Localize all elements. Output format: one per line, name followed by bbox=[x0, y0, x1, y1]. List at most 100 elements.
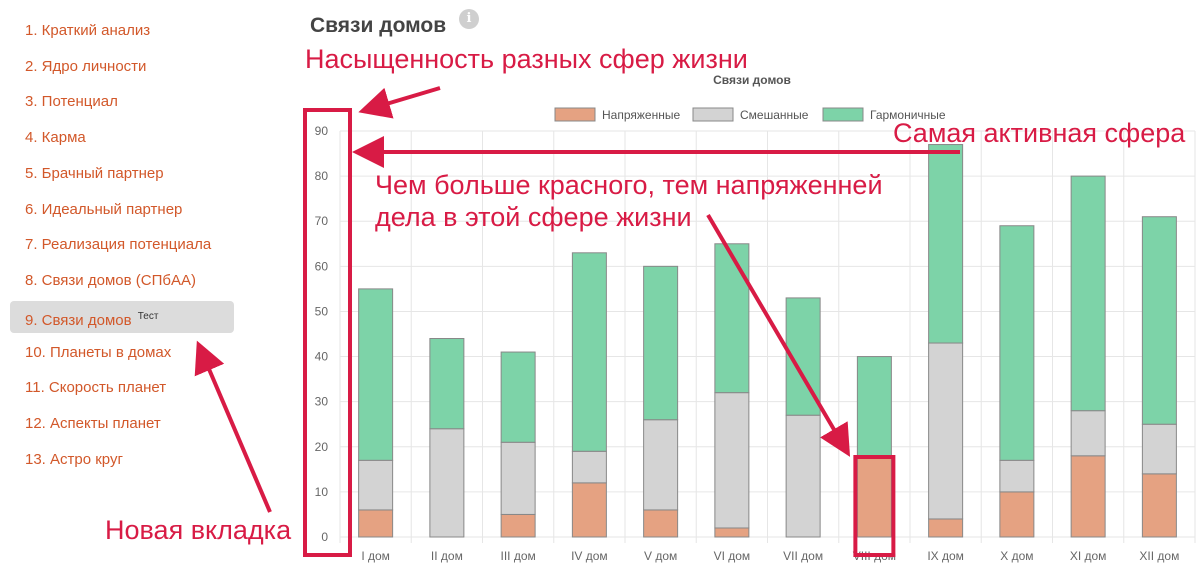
y-tick-label: 80 bbox=[315, 169, 329, 183]
y-tick-label: 70 bbox=[315, 214, 329, 228]
legend-label: Гармоничные bbox=[870, 108, 946, 122]
bar-segment bbox=[928, 518, 964, 538]
sidebar-item-planets-in-houses[interactable]: 10. Планеты в домах bbox=[10, 337, 234, 369]
sidebar-item-brief-analysis[interactable]: 1. Краткий анализ bbox=[10, 15, 234, 47]
sidebar-item-house-links-spbaa[interactable]: 8. Связи домов (СПбАА) bbox=[10, 265, 234, 297]
sidebar-item-label: 11. Скорость планет bbox=[25, 379, 167, 396]
chart-title: Связи домов bbox=[713, 73, 791, 87]
bar-segment bbox=[429, 428, 465, 538]
bar-segment bbox=[1141, 473, 1177, 538]
bar-segment bbox=[643, 265, 679, 421]
bar-segment bbox=[643, 419, 679, 511]
bar-segment bbox=[1141, 423, 1177, 475]
annotation-most-active: Самая активная сфера bbox=[893, 118, 1186, 148]
bar-segment bbox=[714, 392, 750, 529]
bar-segment bbox=[714, 243, 750, 394]
sidebar-item-potential-realization[interactable]: 7. Реализация потенциала bbox=[10, 229, 234, 261]
legend-swatch bbox=[822, 107, 864, 122]
annotation-saturation: Насыщенность разных сфер жизни bbox=[305, 44, 748, 74]
sidebar-item-label: 1. Краткий анализ bbox=[25, 22, 151, 39]
info-icon[interactable]: i bbox=[459, 9, 479, 29]
bar-segment bbox=[999, 491, 1035, 538]
legend-swatch bbox=[692, 107, 734, 122]
legend-swatch bbox=[554, 107, 596, 122]
bar-segment bbox=[571, 450, 607, 484]
sidebar-item-house-links[interactable]: 9. Связи домов Тест bbox=[10, 301, 234, 333]
sidebar-item-label: 13. Астро круг bbox=[25, 451, 123, 468]
bar-segment bbox=[856, 356, 892, 457]
y-tick-label: 60 bbox=[315, 259, 329, 273]
test-badge: Тест bbox=[137, 311, 159, 322]
sidebar-item-ideal-partner[interactable]: 6. Идеальный партнер bbox=[10, 194, 234, 226]
sidebar-item-label: 4. Карма bbox=[25, 129, 86, 146]
bar-segment bbox=[1070, 175, 1106, 412]
sidebar-item-potential[interactable]: 3. Потенциал bbox=[10, 86, 234, 118]
x-tick-label: X дом bbox=[1000, 549, 1033, 563]
sidebar-item-personality-core[interactable]: 2. Ядро личности bbox=[10, 51, 234, 83]
page-title: Связи домов bbox=[310, 14, 447, 37]
sidebar-item-label: 6. Идеальный партнер bbox=[25, 201, 183, 218]
x-tick-label: II дом bbox=[431, 549, 463, 563]
y-tick-label: 30 bbox=[315, 395, 329, 409]
bar-segment bbox=[500, 441, 536, 515]
sidebar-item-label: 3. Потенциал bbox=[25, 93, 118, 110]
y-tick-label: 50 bbox=[315, 304, 329, 318]
bar-segment bbox=[928, 144, 964, 344]
annotation-more-red-line2: дела в этой сфере жизни bbox=[375, 202, 692, 232]
x-tick-label: IV дом bbox=[571, 549, 608, 563]
bar-segment bbox=[571, 482, 607, 538]
bar-segment bbox=[643, 509, 679, 538]
bar-segment bbox=[429, 338, 465, 430]
y-tick-label: 20 bbox=[315, 440, 329, 454]
x-tick-label: XII дом bbox=[1139, 549, 1179, 563]
sidebar-item-label: 9. Связи домов bbox=[25, 312, 132, 329]
x-tick-label: IX дом bbox=[927, 549, 964, 563]
bar-segment bbox=[500, 513, 536, 538]
sidebar-item-karma[interactable]: 4. Карма bbox=[10, 122, 234, 154]
sidebar-item-label: 12. Аспекты планет bbox=[25, 415, 161, 432]
bar-segment bbox=[358, 288, 394, 461]
sidebar-item-label: 8. Связи домов (СПбАА) bbox=[25, 272, 196, 289]
y-tick-label: 10 bbox=[315, 485, 329, 499]
sidebar-item-planet-speed[interactable]: 11. Скорость планет bbox=[10, 372, 234, 404]
x-tick-label: I дом bbox=[361, 549, 390, 563]
x-tick-label: III дом bbox=[500, 549, 535, 563]
legend-label: Напряженные bbox=[602, 108, 680, 122]
bar-segment bbox=[1141, 216, 1177, 425]
bar-segment bbox=[571, 252, 607, 452]
bar-segment bbox=[1070, 455, 1106, 538]
bar-segment bbox=[1070, 410, 1106, 457]
bar-segment bbox=[999, 459, 1035, 493]
annotation-new-tab: Новая вкладка bbox=[105, 515, 292, 545]
legend-label: Смешанные bbox=[740, 108, 809, 122]
sidebar-item-label: 5. Брачный партнер bbox=[25, 165, 164, 182]
x-tick-label: VI дом bbox=[714, 549, 751, 563]
bar-segment bbox=[358, 459, 394, 511]
sidebar-item-planet-aspects[interactable]: 12. Аспекты планет bbox=[10, 408, 234, 440]
sidebar-item-marriage-partner[interactable]: 5. Брачный партнер bbox=[10, 158, 234, 190]
bar-segment bbox=[856, 455, 892, 538]
x-tick-label: V дом bbox=[644, 549, 677, 563]
bar-segment bbox=[928, 342, 964, 520]
sidebar-item-astro-circle[interactable]: 13. Астро круг bbox=[10, 444, 234, 476]
sidebar-nav: 1. Краткий анализ 2. Ядро личности 3. По… bbox=[0, 0, 250, 582]
arrow-to-axis bbox=[358, 86, 441, 119]
arrow-to-new-tab bbox=[194, 340, 272, 513]
bar-segment bbox=[500, 351, 536, 443]
x-tick-label: VII дом bbox=[783, 549, 823, 563]
bar-segment bbox=[785, 414, 821, 538]
annotation-more-red-line1: Чем больше красного, тем напряженней bbox=[375, 170, 883, 200]
sidebar-item-label: 7. Реализация потенциала bbox=[25, 236, 212, 253]
bar-segment bbox=[714, 527, 750, 538]
y-axis-highlight-box bbox=[303, 108, 352, 557]
viii-house-highlight-box bbox=[853, 455, 896, 557]
y-tick-label: 90 bbox=[315, 124, 329, 138]
bar-segment bbox=[999, 225, 1035, 461]
x-tick-label: XI дом bbox=[1070, 549, 1107, 563]
sidebar-item-label: 10. Планеты в домах bbox=[25, 344, 172, 361]
bar-segment bbox=[358, 509, 394, 538]
sidebar-item-label: 2. Ядро личности bbox=[25, 58, 147, 75]
arrow-to-viii bbox=[706, 213, 851, 457]
y-tick-label: 40 bbox=[315, 350, 329, 364]
